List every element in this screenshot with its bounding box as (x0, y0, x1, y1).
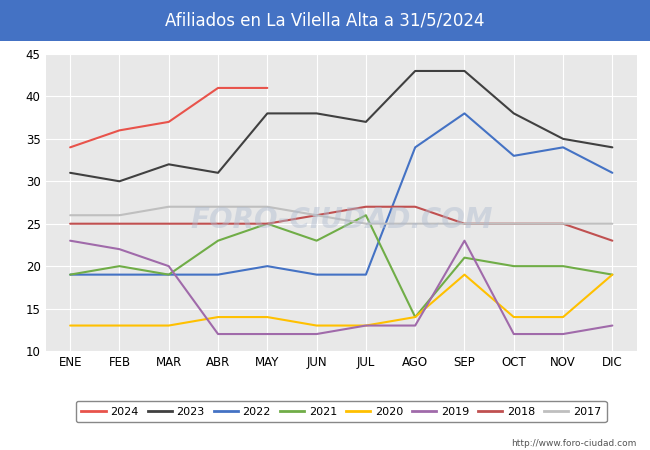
Text: FORO-CIUDAD.COM: FORO-CIUDAD.COM (190, 206, 493, 234)
Text: http://www.foro-ciudad.com: http://www.foro-ciudad.com (512, 439, 637, 448)
Legend: 2024, 2023, 2022, 2021, 2020, 2019, 2018, 2017: 2024, 2023, 2022, 2021, 2020, 2019, 2018… (76, 401, 606, 422)
Text: Afiliados en La Vilella Alta a 31/5/2024: Afiliados en La Vilella Alta a 31/5/2024 (165, 11, 485, 29)
